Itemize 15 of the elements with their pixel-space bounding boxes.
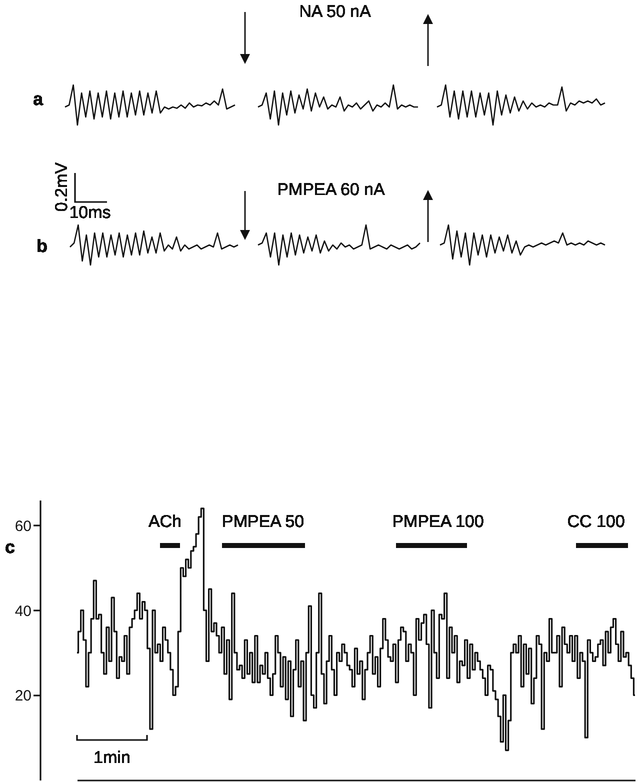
y-tick-label: 40: [14, 602, 32, 620]
annotation: PMPEA 50: [222, 512, 304, 531]
text: 10ms: [69, 203, 111, 222]
annotation: ACh: [148, 512, 182, 531]
y-tick-label: 60: [14, 518, 32, 535]
annotation: CC 100: [567, 512, 625, 531]
y-tick-label: 20: [14, 688, 32, 705]
text: PMPEA 60 nA: [277, 180, 386, 199]
chart-title: a: [32, 89, 44, 109]
text: c: [4, 537, 16, 557]
text: NA 50 nA: [299, 2, 372, 21]
text: 0.2mV: [52, 162, 71, 212]
annotation: PMPEA 100: [392, 512, 484, 531]
text: b: [36, 236, 48, 256]
annotation: 1min: [94, 748, 130, 767]
